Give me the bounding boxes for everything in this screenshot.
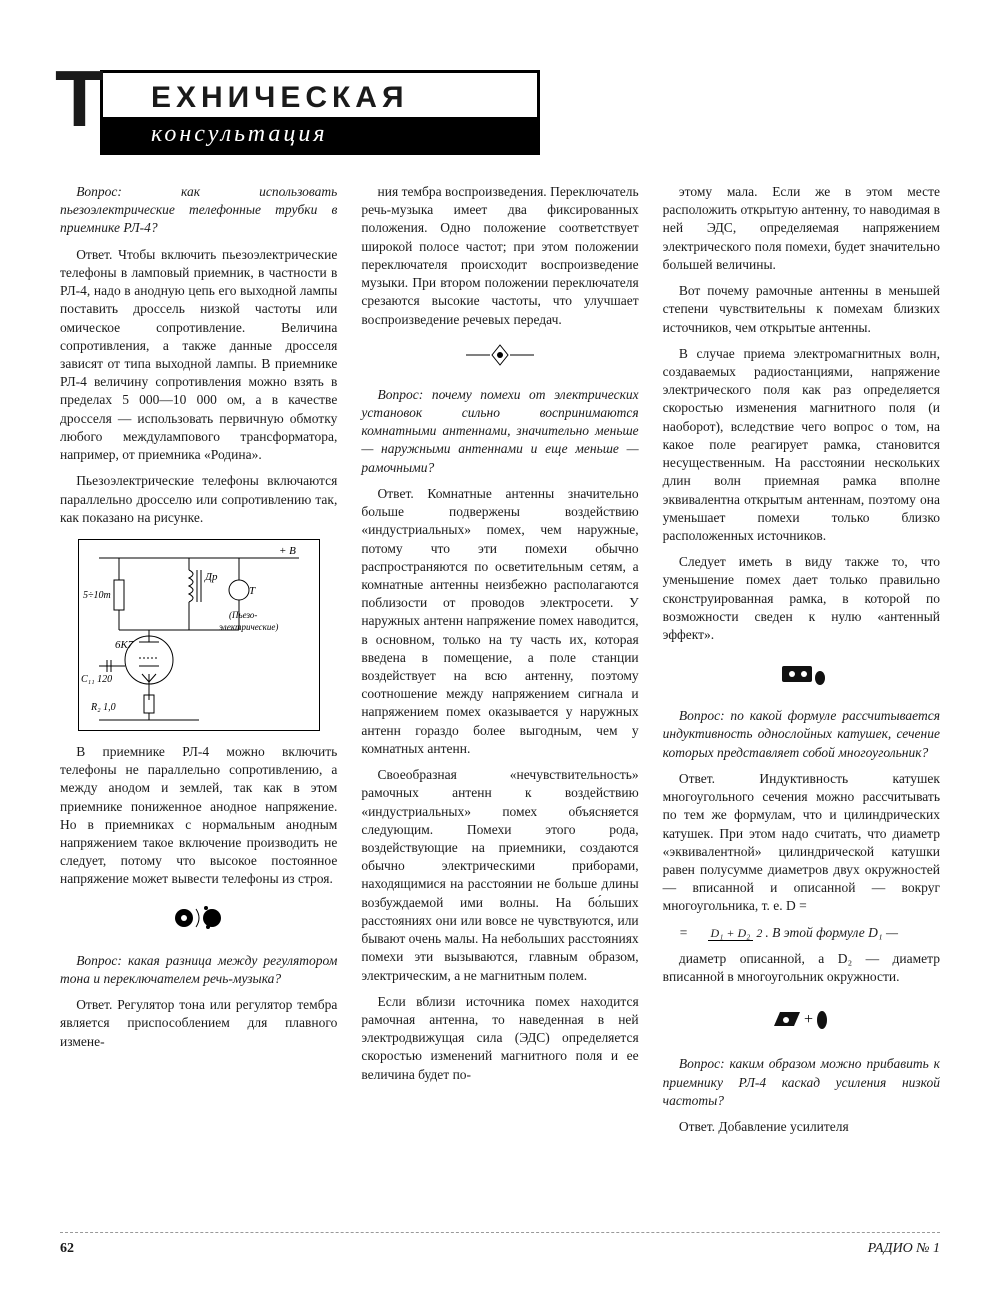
- svg-text:+: +: [804, 1011, 813, 1028]
- label-phones: (Пьезо-: [229, 610, 257, 620]
- masthead: Т ЕХНИЧЕСКАЯ консультация: [100, 70, 540, 155]
- text-columns: Вопрос: как использовать пьезоэлектричес…: [60, 175, 940, 1144]
- label-t: Т: [249, 585, 256, 597]
- column-2: ния тембра воспроизведения. Переключател…: [361, 175, 638, 1144]
- para-em-waves: В случае приема электромагнитных волн, с…: [663, 345, 940, 545]
- para-loop-insens: Своеобразная «нечувствительность» рамочн…: [361, 766, 638, 985]
- ornament-1: [60, 903, 337, 938]
- para-loop-less: Вот почему рамочные антенны в меньшей ст…: [663, 282, 940, 337]
- label-r1: 5÷10т: [83, 590, 111, 601]
- para-rl4-alt: В приемнике РЛ-4 можно включить телефоны…: [60, 743, 337, 889]
- question-2: Вопрос: какая разница между регулятором …: [60, 952, 337, 988]
- para-open-ant: этому мала. Если же в этом месте располо…: [663, 183, 940, 274]
- answer-4c: диаметр описанной, а D₂ — диаметр вписан…: [663, 950, 940, 986]
- document-page: Т ЕХНИЧЕСКАЯ консультация Вопрос: как ис…: [0, 0, 1000, 1293]
- masthead-big-letter: Т: [55, 59, 102, 139]
- column-3: этому мала. Если же в этом месте располо…: [663, 175, 940, 1144]
- question-5: Вопрос: каким образом можно прибавить к …: [663, 1055, 940, 1110]
- answer-4b: . В этой формуле D₁ —: [765, 925, 898, 940]
- para-ant-effect: Следует иметь в виду также то, что умень…: [663, 553, 940, 644]
- label-r2: R₂ 1,0: [90, 702, 116, 713]
- masthead-title-line1: ЕХНИЧЕСКАЯ: [103, 73, 537, 119]
- circuit-schematic: + В 5÷10т Др Т (Пьезо- электрическ: [78, 539, 320, 731]
- question-1: Вопрос: как использовать пьезоэлектричес…: [60, 183, 337, 238]
- ornament-4: +: [663, 1000, 940, 1041]
- answer-1: Ответ. Чтобы включить пьезоэлектрические…: [60, 246, 337, 465]
- label-tube: 6К7: [115, 639, 134, 651]
- formula-line: = D₁ + D₂2. В этой формуле D₁ —: [663, 924, 940, 942]
- label-dr: Др: [204, 571, 218, 583]
- magazine-label: РАДИО № 1: [868, 1241, 940, 1257]
- page-number: 62: [60, 1241, 74, 1257]
- column-1: Вопрос: как использовать пьезоэлектричес…: [60, 175, 337, 1144]
- masthead-box: Т ЕХНИЧЕСКАЯ консультация: [100, 70, 540, 155]
- answer-5: Ответ. Добавление усилителя: [663, 1118, 940, 1136]
- answer-3: Ответ. Комнатные антенны значительно бол…: [361, 485, 638, 758]
- para-loop-emf: Если вблизи источника помех находится ра…: [361, 993, 638, 1084]
- answer-2b: ния тембра воспроизведения. Переключател…: [361, 183, 638, 329]
- question-4: Вопрос: по какой формуле рассчитывается …: [663, 707, 940, 762]
- formula-num: D₁ + D₂: [708, 926, 754, 941]
- page-footer: 62 РАДИО № 1: [60, 1232, 940, 1257]
- masthead-title-line2: консультация: [103, 119, 537, 152]
- para-piezo: Пьезоэлектрические телефоны включаются п…: [60, 472, 337, 527]
- question-3: Вопрос: почему помехи от электрических у…: [361, 386, 638, 477]
- answer-2a: Ответ. Регулятор тона или регулятор темб…: [60, 996, 337, 1051]
- ornament-2: [361, 343, 638, 372]
- answer-4a: Ответ. Индуктивность катушек многоугольн…: [663, 770, 940, 916]
- label-c1: C₁₁ 120: [81, 674, 112, 685]
- ornament-3: [663, 658, 940, 693]
- formula-den: 2: [753, 926, 765, 940]
- label-rail: + В: [279, 545, 296, 557]
